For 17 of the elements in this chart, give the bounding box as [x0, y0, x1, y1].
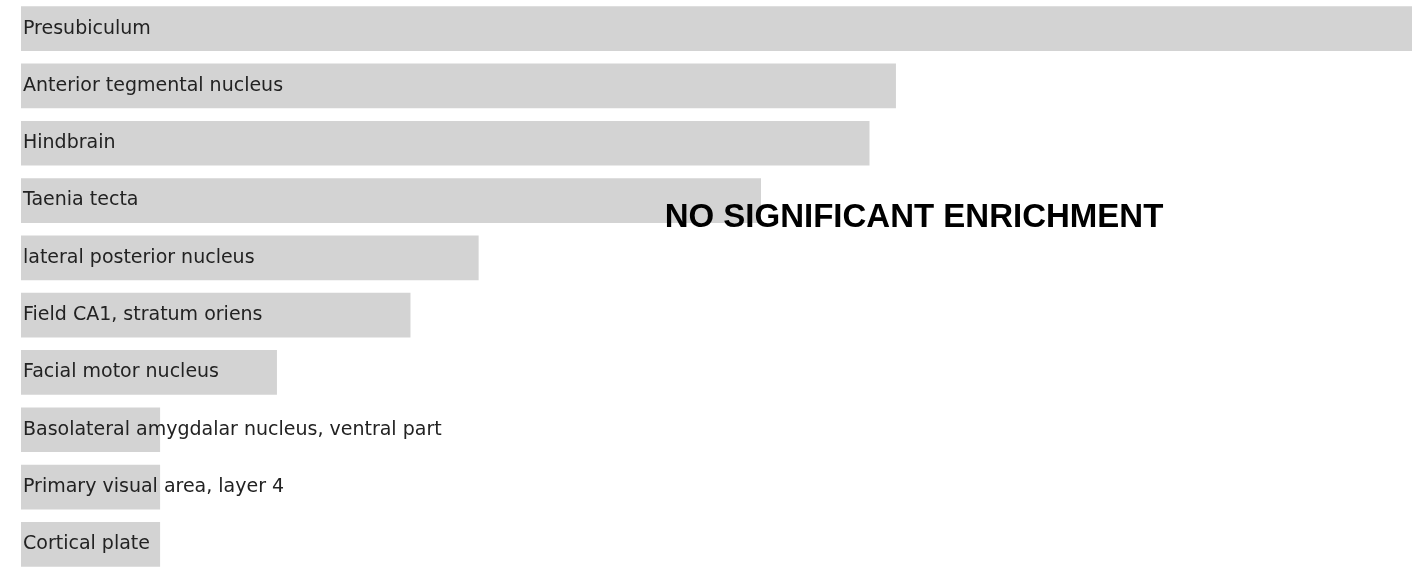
bar — [21, 120, 870, 166]
bar — [21, 6, 1412, 51]
bar — [21, 63, 896, 109]
y-tick-label: Field CA1, stratum oriens — [23, 302, 263, 325]
y-tick-label: Basolateral amygdalar nucleus, ventral part — [23, 416, 442, 439]
bar — [21, 292, 411, 338]
y-tick-label: Facial motor nucleus — [23, 359, 220, 382]
y-tick-label: Cortical plate — [23, 531, 150, 554]
y-tick-label: Presubiculum — [23, 15, 151, 38]
y-tick-label: Hindbrain — [23, 130, 116, 153]
y-tick-label: Taenia tecta — [22, 187, 139, 210]
bar — [21, 350, 277, 395]
annotation: NO SIGNIFICANT ENRICHMENT — [664, 196, 1164, 234]
bar — [21, 235, 479, 281]
y-tick-label: lateral posterior nucleus — [23, 244, 255, 267]
y-tick-label: Primary visual area, layer 4 — [23, 473, 285, 496]
y-tick-label: Anterior tegmental nucleus — [23, 72, 284, 95]
